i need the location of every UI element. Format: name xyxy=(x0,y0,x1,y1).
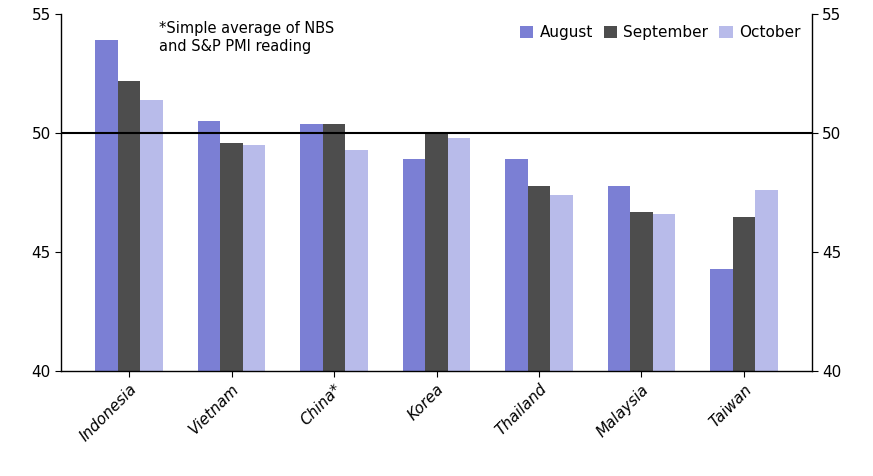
Bar xyxy=(300,124,323,476)
Bar xyxy=(243,145,265,476)
Bar xyxy=(630,212,653,476)
Bar xyxy=(710,269,732,476)
Bar xyxy=(608,186,630,476)
Bar xyxy=(402,159,425,476)
Bar xyxy=(141,100,163,476)
Bar xyxy=(346,150,368,476)
Legend: August, September, October: August, September, October xyxy=(519,26,801,40)
Text: *Simple average of NBS
and S&P PMI reading: *Simple average of NBS and S&P PMI readi… xyxy=(159,21,334,54)
Bar xyxy=(653,214,676,476)
Bar xyxy=(732,217,755,476)
Bar xyxy=(425,133,448,476)
Bar xyxy=(448,138,471,476)
Bar xyxy=(527,186,550,476)
Bar xyxy=(323,124,346,476)
Bar xyxy=(220,143,243,476)
Bar xyxy=(95,40,118,476)
Bar xyxy=(550,195,573,476)
Bar xyxy=(118,81,141,476)
Bar xyxy=(755,190,778,476)
Bar xyxy=(197,121,220,476)
Bar xyxy=(505,159,527,476)
